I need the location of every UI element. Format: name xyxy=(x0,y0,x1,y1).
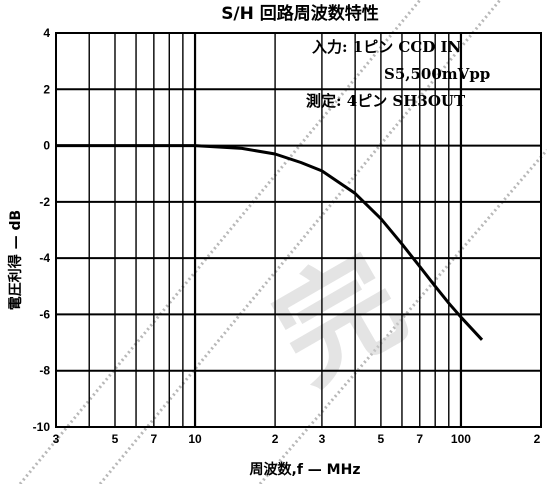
annotation-input: 入力: 1ピン CCD IN xyxy=(312,38,462,56)
diag-band-3 xyxy=(258,149,547,484)
y-tick-label: 0 xyxy=(43,139,50,153)
x-axis-label: 周波数,f — MHz xyxy=(250,461,361,478)
y-tick-label: -2 xyxy=(39,195,50,209)
x-tick-label: 7 xyxy=(151,432,158,446)
series xyxy=(56,144,484,341)
annotation-level: S5,500mVpp xyxy=(384,65,490,83)
y-tick-label: 4 xyxy=(43,26,50,40)
watermark-glyph: 完 xyxy=(253,229,426,409)
x-tick-label: 5 xyxy=(112,432,119,446)
plot-frame xyxy=(55,32,542,428)
x-tick-label: 10 xyxy=(188,432,202,446)
y-tick-label: -8 xyxy=(39,364,50,378)
y-tick-label: -6 xyxy=(39,307,50,321)
x-tick-label: 100 xyxy=(451,432,471,446)
x-tick-labels: 3 5 7 10 2 3 5 7 100 2 xyxy=(53,432,541,446)
y-tick-label: -10 xyxy=(33,420,51,434)
x-tick-label: 2 xyxy=(534,432,541,446)
x-tick-label: 3 xyxy=(53,432,60,446)
annotation-box: 入力: 1ピン CCD IN S5,500mVpp 測定: 4ピン SH3OUT xyxy=(306,38,490,110)
y-axis-label: 電圧利得 — dB xyxy=(7,210,24,310)
x-tick-label: 3 xyxy=(319,432,326,446)
y-tick-labels: 4 2 0 -2 -4 -6 -8 -10 xyxy=(33,26,51,434)
y-tick-label: -4 xyxy=(39,251,50,265)
gain-curve xyxy=(56,144,484,341)
annotation-measure: 測定: 4ピン SH3OUT xyxy=(306,92,466,110)
x-tick-label: 5 xyxy=(378,432,385,446)
y-tick-label: 2 xyxy=(43,82,50,96)
x-tick-label: 2 xyxy=(272,432,279,446)
x-tick-label: 7 xyxy=(416,432,423,446)
chart-title: S/H 回路周波数特性 xyxy=(221,3,379,24)
